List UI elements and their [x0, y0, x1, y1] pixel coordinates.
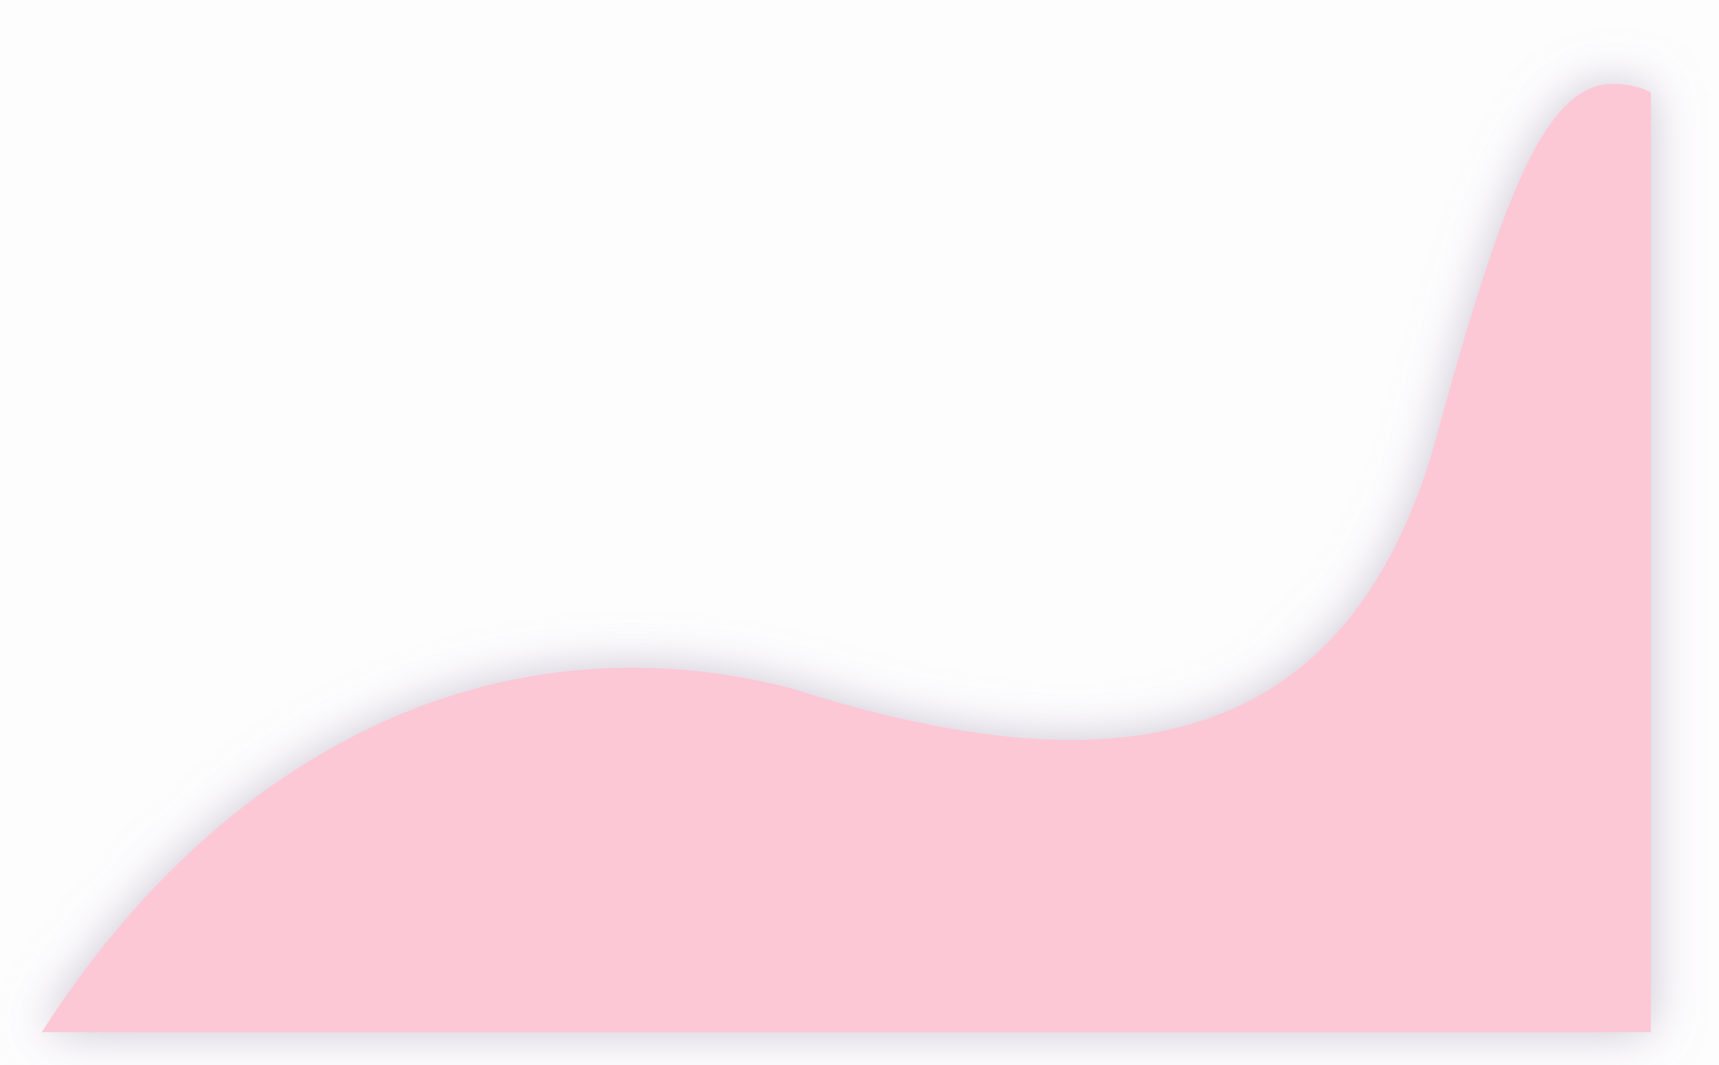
pink-wave — [41, 83, 1651, 1033]
